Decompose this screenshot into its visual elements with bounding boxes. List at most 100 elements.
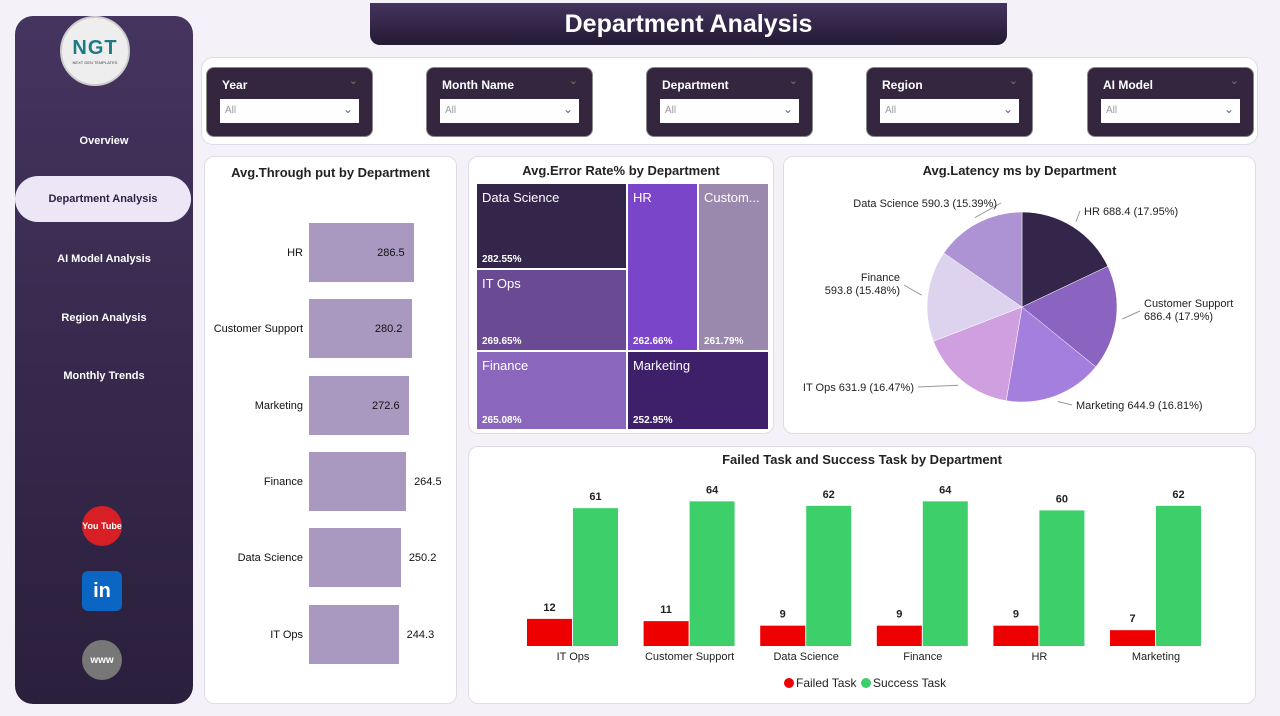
- cell-label: Custom...: [704, 190, 760, 205]
- bar-failed-task[interactable]: [1110, 630, 1155, 646]
- category-label: Customer Support: [213, 323, 303, 336]
- bar-failed-task[interactable]: [527, 618, 572, 646]
- filter-ai-model[interactable]: AI Model ⌄ All ⌄: [1087, 67, 1254, 137]
- pie-slice[interactable]: [933, 306, 1023, 401]
- nav-overview[interactable]: Overview: [79, 135, 129, 147]
- nav-department-analysis[interactable]: Department Analysis: [15, 176, 191, 222]
- pie-slice[interactable]: [1021, 211, 1109, 308]
- cell-label: Finance: [482, 358, 529, 373]
- pie-slice[interactable]: [1021, 265, 1118, 368]
- filter-value: All: [1106, 105, 1118, 116]
- chevron-down-icon[interactable]: ⌄: [568, 75, 578, 87]
- bar-success-task[interactable]: [689, 501, 735, 646]
- bar-success-task[interactable]: [573, 508, 618, 646]
- legend-marker: [861, 678, 871, 688]
- cell-value: 282.55%: [482, 254, 522, 265]
- filter-dropdown[interactable]: All ⌄: [880, 99, 1019, 123]
- treemap-cell[interactable]: Finance 265.08%: [476, 351, 627, 430]
- filter-value: All: [445, 105, 457, 116]
- bar[interactable]: [309, 451, 407, 511]
- cell-value: 265.08%: [482, 415, 522, 426]
- chevron-down-icon[interactable]: ⌄: [1229, 75, 1239, 87]
- slice-label: Finance 593.8 (15.48%): [825, 272, 900, 297]
- category-label: Finance: [263, 475, 303, 488]
- nav-region-analysis[interactable]: Region Analysis: [61, 312, 147, 324]
- pie-slice[interactable]: [926, 252, 1023, 342]
- category-label: Marketing: [1132, 651, 1180, 663]
- globe-icon[interactable]: www: [82, 640, 122, 680]
- treemap-cell[interactable]: Data Science 282.55%: [476, 183, 627, 269]
- nav-ai-model-analysis[interactable]: AI Model Analysis: [57, 253, 151, 265]
- data-label: 62: [823, 489, 835, 501]
- bar-success-task[interactable]: [806, 505, 852, 646]
- legend-label[interactable]: Success Task: [873, 676, 947, 690]
- chevron-down-icon[interactable]: ⌄: [348, 75, 358, 87]
- chart-title: Failed Task and Success Task by Departme…: [722, 452, 1002, 467]
- bar[interactable]: [309, 528, 401, 588]
- bar-success-task[interactable]: [922, 501, 968, 646]
- bar[interactable]: [309, 223, 415, 282]
- data-label: 264.5: [414, 475, 442, 488]
- pie-slice[interactable]: [943, 211, 1023, 308]
- cell-value: 261.79%: [704, 336, 744, 347]
- data-label: 250.2: [408, 552, 437, 565]
- filter-department[interactable]: Department ⌄ All ⌄: [646, 67, 813, 137]
- data-label: 64: [939, 484, 952, 496]
- treemap-cell[interactable]: Marketing 252.95%: [627, 351, 769, 430]
- filter-dropdown[interactable]: All ⌄: [660, 99, 799, 123]
- legend-marker: [784, 678, 794, 688]
- filter-value: All: [885, 105, 897, 116]
- leader-line: [917, 384, 959, 388]
- bar-failed-task[interactable]: [993, 625, 1039, 646]
- youtube-icon[interactable]: You Tube: [82, 506, 122, 546]
- filter-dropdown[interactable]: All ⌄: [220, 99, 359, 123]
- bar-success-task[interactable]: [1039, 510, 1085, 646]
- bar[interactable]: [309, 299, 412, 359]
- filter-month-name[interactable]: Month Name ⌄ All ⌄: [426, 67, 593, 137]
- filter-year[interactable]: Year ⌄ All ⌄: [206, 67, 373, 137]
- category-label: IT Ops: [557, 651, 590, 663]
- bar-failed-task[interactable]: [876, 625, 922, 646]
- chevron-down-icon[interactable]: ⌄: [1008, 75, 1018, 87]
- bar[interactable]: [309, 604, 399, 664]
- data-label: 62: [1172, 489, 1184, 501]
- leader-line: [903, 284, 922, 296]
- bar[interactable]: [309, 375, 410, 435]
- chevron-down-icon: ⌄: [562, 102, 573, 116]
- data-label: 7: [1129, 613, 1135, 625]
- throughput-chart: Avg.Through put by Department HR 286.5 Cus…: [204, 156, 457, 704]
- bar-failed-task[interactable]: [760, 625, 806, 646]
- data-label: 12: [543, 602, 555, 614]
- slice-label: Data Science 590.3 (15.39%): [853, 198, 997, 210]
- sidebar: NGT NEXT GEN TEMPLATES Overview Departmen…: [15, 16, 193, 704]
- filter-dropdown[interactable]: All ⌄: [440, 99, 579, 123]
- treemap-cell[interactable]: IT Ops 269.65%: [476, 269, 627, 351]
- data-label: 11: [660, 604, 672, 616]
- legend-label[interactable]: Failed Task: [796, 676, 857, 690]
- treemap-cell[interactable]: HR 262.66%: [627, 183, 698, 351]
- bar-success-task[interactable]: [1156, 505, 1201, 646]
- filter-region[interactable]: Region ⌄ All ⌄: [866, 67, 1033, 137]
- pie-slice[interactable]: [1005, 306, 1097, 403]
- filter-label: AI Model: [1103, 78, 1153, 92]
- chevron-down-icon[interactable]: ⌄: [788, 75, 798, 87]
- data-label: 286.5: [377, 247, 405, 259]
- slice-label: HR 688.4 (17.95%): [1084, 206, 1178, 218]
- logo: NGT NEXT GEN TEMPLATES: [60, 16, 130, 86]
- latency-pie-chart: Avg.Latency ms by Department HR 688.4 (1…: [783, 156, 1256, 434]
- category-label: Data Science: [773, 651, 838, 663]
- cell-value: 262.66%: [633, 336, 673, 347]
- filter-label: Region: [882, 78, 923, 92]
- bar-failed-task[interactable]: [643, 621, 689, 646]
- nav-monthly-trends[interactable]: Monthly Trends: [63, 370, 145, 382]
- data-label: 244.3: [406, 628, 435, 641]
- tasks-bar-chart: Failed Task and Success Task by Departme…: [468, 446, 1256, 704]
- slice-label: IT Ops 631.9 (16.47%): [803, 382, 914, 394]
- treemap-cell[interactable]: Custom... 261.79%: [698, 183, 769, 351]
- filter-label: Year: [222, 78, 248, 92]
- filter-dropdown[interactable]: All ⌄: [1101, 99, 1240, 123]
- linkedin-icon[interactable]: in: [82, 571, 122, 611]
- chart-title: Avg.Error Rate% by Department: [522, 163, 720, 178]
- cell-label: IT Ops: [482, 276, 521, 291]
- category-label: Marketing: [254, 399, 303, 412]
